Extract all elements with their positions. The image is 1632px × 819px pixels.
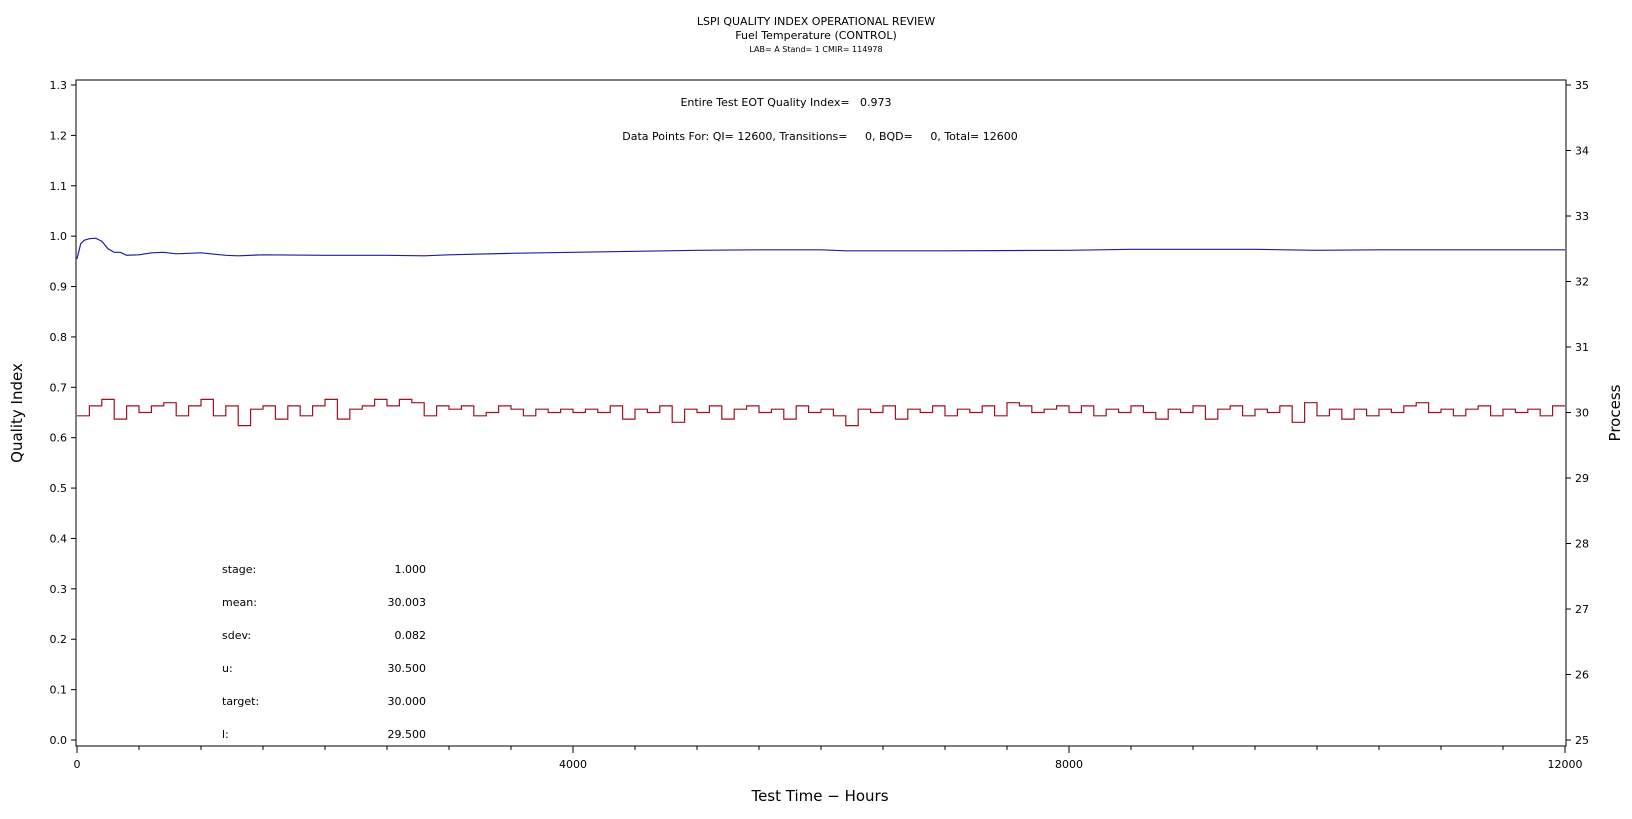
stat-value: 1.000	[395, 563, 427, 576]
y-axis-left-label: Quality Index	[8, 363, 26, 463]
x-axis-label: Test Time − Hours	[750, 787, 888, 805]
stat-label: mean:	[222, 596, 257, 609]
chart-title: LSPI QUALITY INDEX OPERATIONAL REVIEW	[697, 15, 935, 28]
stat-value: 0.082	[395, 629, 427, 642]
y-right-tick-label: 26	[1575, 669, 1589, 682]
y-right-tick-label: 35	[1575, 79, 1589, 92]
series-layer	[76, 237, 1565, 427]
y-left-tick-label: 0.6	[50, 432, 68, 445]
process-line	[77, 398, 1565, 427]
y-left-tick-label: 1.3	[50, 79, 68, 92]
stat-label: sdev:	[222, 629, 251, 642]
y-left-tick-label: 0.0	[50, 734, 68, 747]
y-right-tick-label: 32	[1575, 276, 1589, 289]
chart-subtitle-lab: LAB= A Stand= 1 CMIR= 114978	[749, 45, 882, 54]
stat-label: u:	[222, 662, 233, 675]
x-tick-label: 0	[74, 758, 81, 771]
stat-value: 29.500	[388, 728, 427, 741]
quality-index-annotation: Entire Test EOT Quality Index= 0.973	[680, 96, 891, 109]
stats-panel: stage: 1.000 mean: 30.003 sdev: 0.082 u: 30.500…	[222, 563, 426, 741]
y-left-tick-label: 0.9	[50, 281, 68, 294]
y-right-tick-label: 25	[1575, 734, 1589, 747]
x-axis: 0 4000 8000 12000	[74, 746, 1583, 771]
y-left-tick-label: 0.3	[50, 583, 68, 596]
stat-value: 30.003	[388, 596, 427, 609]
quality-index-line	[76, 237, 1565, 259]
x-tick-label: 8000	[1055, 758, 1083, 771]
stat-label: target:	[222, 695, 259, 708]
y-left-tick-label: 1.1	[50, 180, 68, 193]
y-left-tick-label: 0.1	[50, 684, 68, 697]
chart-subtitle: Fuel Temperature (CONTROL)	[735, 29, 897, 42]
y-left-tick-label: 1.2	[50, 129, 68, 142]
y-left-tick-label: 0.4	[50, 532, 68, 545]
y-right-tick-label: 30	[1575, 407, 1589, 420]
y-right-tick-label: 29	[1575, 472, 1589, 485]
y-left-tick-label: 0.8	[50, 331, 68, 344]
y-left-tick-label: 0.7	[50, 381, 68, 394]
data-points-annotation: Data Points For: QI= 12600, Transitions=…	[622, 130, 1017, 143]
stat-label: stage:	[222, 563, 256, 576]
y-right-tick-label: 34	[1575, 145, 1589, 158]
y-right-tick-label: 31	[1575, 341, 1589, 354]
y-left-tick-label: 1.0	[50, 230, 68, 243]
y-left-tick-label: 0.5	[50, 482, 68, 495]
y-left-tick-label: 0.2	[50, 633, 68, 646]
y-right-tick-label: 27	[1575, 603, 1589, 616]
x-tick-label: 4000	[559, 758, 587, 771]
y-right-tick-label: 28	[1575, 538, 1589, 551]
stat-value: 30.500	[388, 662, 427, 675]
stat-value: 30.000	[388, 695, 427, 708]
stat-label: l:	[222, 728, 229, 741]
y-axis-right: 25 26 27 28 29 30 31 32 33 34 35	[1566, 79, 1589, 747]
y-axis-left: 0.0 0.1 0.2 0.3 0.4 0.5 0.6 0.7 0.8 0.9 1.0 1.1 1.2 1…	[50, 79, 76, 747]
y-axis-right-label: Process	[1606, 384, 1624, 441]
x-tick-label: 12000	[1548, 758, 1583, 771]
y-right-tick-label: 33	[1575, 210, 1589, 223]
